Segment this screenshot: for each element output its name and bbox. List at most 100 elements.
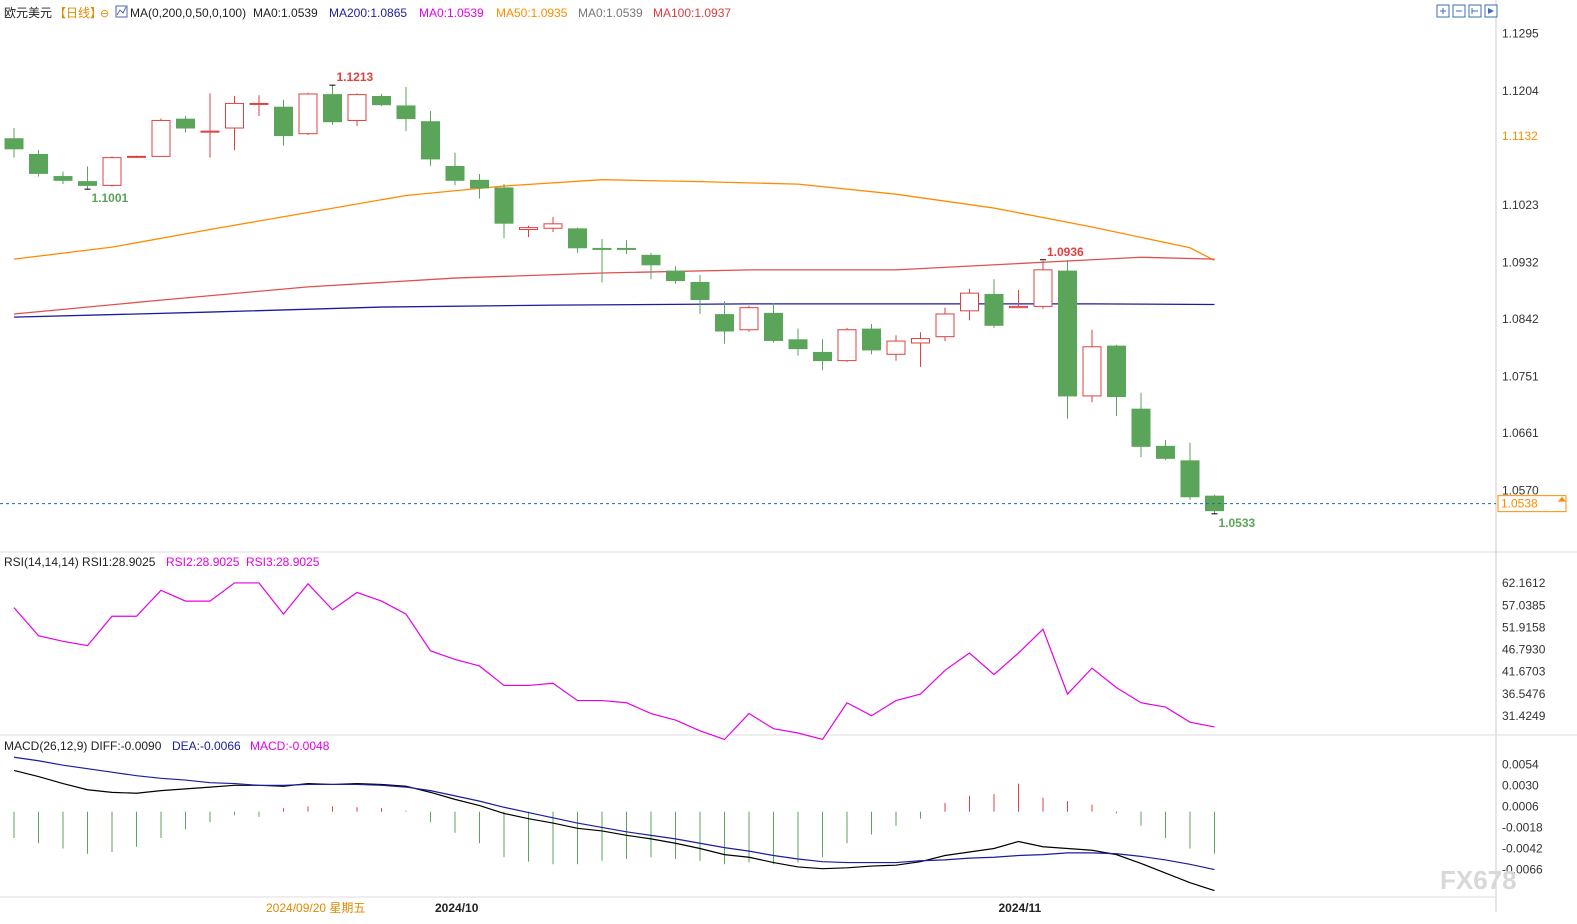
- settings-icon[interactable]: ⊖: [100, 8, 109, 20]
- ma-params: MA(0,200,0,50,0,100): [130, 6, 246, 20]
- shrink-icon[interactable]: [1452, 4, 1466, 18]
- candle-body: [102, 157, 122, 186]
- candle-body: [960, 292, 979, 312]
- macd-tick-label: 0.0006: [1502, 799, 1539, 813]
- candle-body: [862, 328, 881, 351]
- rsi-line: [13, 582, 1215, 741]
- candle-body: [592, 247, 612, 250]
- rsi-tick-label: 57.0385: [1502, 598, 1546, 612]
- candle-body: [617, 247, 636, 250]
- candle-body: [543, 223, 563, 229]
- price-tick-label: 1.0932: [1502, 255, 1539, 269]
- candle-body: [78, 181, 97, 186]
- chart-toolbar: [1436, 4, 1498, 18]
- time-axis-label: 2024/09/20 星期五: [266, 901, 365, 915]
- price-tick-label: 1.1132: [1502, 129, 1538, 143]
- macd-label: MACD(26,12,9) DIFF:-0.0090: [4, 739, 162, 753]
- candle-body: [127, 155, 146, 158]
- rsi-pane: 62.1612 57.0385 51.9158 46.7930 41.6703 36.54…: [13, 576, 1546, 741]
- candle-body: [470, 179, 489, 189]
- candle-body: [666, 270, 685, 282]
- rsi-tick-label: 36.5476: [1502, 687, 1546, 701]
- candle-body: [813, 351, 832, 362]
- candle-body: [715, 314, 734, 332]
- candle-body: [764, 312, 783, 341]
- candle-body: [53, 176, 73, 181]
- candle-body: [200, 130, 220, 133]
- macd-tick-label: -0.0042: [1502, 842, 1543, 856]
- forward-icon[interactable]: [1484, 4, 1498, 18]
- candle-body: [1156, 445, 1175, 459]
- rsi-tick-label: 51.9158: [1502, 620, 1546, 634]
- macd-tick-label: 0.0030: [1502, 778, 1539, 792]
- annotation-label: 1.1213: [337, 70, 374, 84]
- candle-body: [568, 228, 587, 249]
- candle-body: [29, 153, 48, 174]
- candle-body: [225, 102, 244, 129]
- rsi2-label: RSI2:28.9025: [166, 555, 240, 569]
- candle-body: [911, 338, 930, 344]
- candle-body: [641, 254, 661, 266]
- price-tick-label: 1.1295: [1502, 26, 1539, 40]
- annotation-label: 1.0936: [1047, 245, 1084, 259]
- ma-line-ma50: [13, 179, 1215, 261]
- indicator-icon-line: [116, 6, 127, 16]
- candle-body: [445, 165, 465, 181]
- ma-value-3: MA50:1.0935: [496, 6, 568, 20]
- macd-tick-label: -0.0066: [1502, 863, 1543, 877]
- ma-values: MA0:1.0539 MA200:1.0865 MA0:1.0539 MA50:1.0…: [253, 6, 731, 20]
- current-price-marker-icon: [1558, 496, 1566, 502]
- price-tick-label: 1.1023: [1502, 198, 1539, 212]
- rsi-tick-label: 46.7930: [1502, 643, 1546, 657]
- indicator-icon[interactable]: [115, 5, 128, 18]
- watermark: FX678: [1440, 865, 1517, 895]
- price-tick-label: 1.0570: [1502, 483, 1539, 497]
- candlesticks: [4, 85, 1224, 514]
- annotation-label: 1.0533: [1219, 516, 1256, 530]
- rsi3-label: RSI3:28.9025: [246, 555, 320, 569]
- dea-label: DEA:-0.0066: [172, 739, 241, 753]
- ma-value-5: MA100:1.0937: [653, 6, 731, 20]
- macd-value-label: MACD:-0.0048: [250, 739, 330, 753]
- candle-body: [1082, 346, 1102, 397]
- candle-body: [1180, 460, 1200, 498]
- rsi-tick-label: 62.1612: [1502, 576, 1546, 590]
- chart-header: 欧元美元 【日线】 ⊖ MA(0,200,0,50,0,100) MA0:1.0…: [4, 5, 731, 20]
- time-axis-label: 2024/11: [999, 901, 1042, 915]
- candle-body: [1033, 269, 1053, 307]
- rsi-tick-label: 31.4249: [1502, 709, 1546, 723]
- candle-body: [1009, 305, 1028, 309]
- current-price-box: [1497, 495, 1567, 513]
- rsi-header: RSI(14,14,14) RSI1:28.9025 RSI2:28.9025 …: [4, 555, 320, 569]
- period-label[interactable]: 【日线】: [54, 6, 102, 20]
- candle-body: [690, 281, 710, 300]
- macd-tick-label: 0.0054: [1502, 757, 1539, 771]
- macd-tick-label: -0.0018: [1502, 820, 1543, 834]
- macd-dea-line: [13, 756, 1215, 871]
- candle-body: [421, 121, 440, 160]
- candle-body: [837, 329, 857, 362]
- macd-pane: 0.0054 0.0030 0.0006 -0.0018 -0.0042 -0.0066: [13, 756, 1543, 892]
- fit-icon[interactable]: [1468, 4, 1482, 18]
- expand-icon[interactable]: [1436, 4, 1450, 18]
- candle-body: [347, 94, 367, 121]
- candle-body: [176, 118, 195, 129]
- candle-body: [274, 106, 293, 137]
- ma-value-2: MA0:1.0539: [419, 6, 484, 20]
- candle-body: [739, 307, 759, 331]
- candle-body: [494, 187, 514, 224]
- candle-body: [396, 105, 416, 120]
- candle-body: [984, 293, 1004, 326]
- ma-value-1: MA200:1.0865: [329, 6, 407, 20]
- price-tick-label: 1.0842: [1502, 312, 1539, 326]
- price-tick-label: 1.0661: [1502, 426, 1539, 440]
- candle-body: [788, 339, 808, 350]
- macd-diff-line: [13, 769, 1215, 892]
- candle-body: [151, 119, 171, 157]
- price-annotations: 1.1213 1.1001 1.0936 1.0533: [84, 70, 1256, 530]
- time-axis-label: 2024/10: [435, 901, 479, 915]
- ma-value-4: MA0:1.0539: [578, 6, 643, 20]
- candle-body: [4, 138, 24, 150]
